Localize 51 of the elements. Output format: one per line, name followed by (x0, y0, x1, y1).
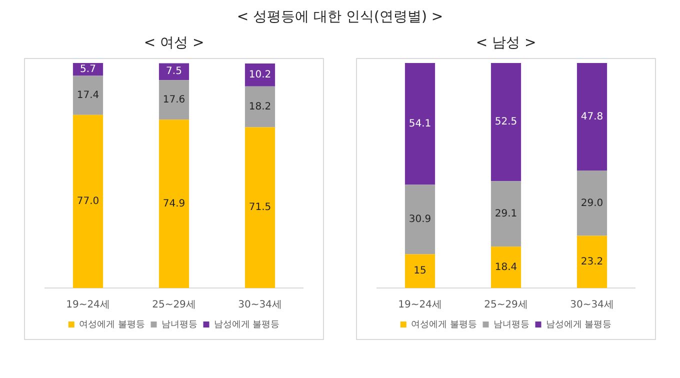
data-label: 17.6 (162, 94, 186, 106)
data-label: 71.5 (248, 202, 272, 214)
data-label: 5.7 (80, 64, 96, 75)
bar (158, 63, 190, 80)
bar (404, 254, 436, 288)
x-tick-label: 30~34세 (570, 300, 614, 311)
bar (244, 63, 276, 86)
bar (72, 114, 104, 288)
data-label: 30.9 (408, 214, 432, 226)
legend-label: 여성에게 불평등 (410, 320, 477, 330)
bar (244, 127, 276, 288)
data-label: 18.2 (248, 101, 272, 112)
data-label: 77.0 (76, 196, 100, 208)
data-label: 15 (414, 266, 426, 277)
text: < 성평등에 대한 인식(연령별) > (236, 8, 444, 26)
x-tick-label: 25~29세 (484, 300, 528, 311)
data-label: 29.1 (494, 208, 518, 220)
x-tick-label: 30~34세 (238, 300, 282, 311)
chart-title: < 여성 > (142, 34, 206, 52)
bar (244, 86, 276, 128)
bar (72, 63, 104, 76)
data-label: 74.9 (162, 198, 186, 210)
legend-label: 남녀평등 (493, 320, 530, 330)
data-label: 23.2 (580, 256, 604, 268)
bar (404, 184, 436, 254)
data-label: 17.4 (76, 90, 100, 101)
bar (490, 181, 522, 247)
bar (490, 63, 522, 182)
data-label: 29.0 (580, 198, 604, 209)
x-tick-label: 19~24세 (66, 300, 110, 311)
data-label: 52.5 (494, 116, 518, 128)
data-label: 7.5 (166, 66, 182, 78)
data-label: 54.1 (408, 118, 432, 130)
data-label: 10.2 (248, 70, 272, 81)
bar (72, 76, 104, 115)
bar (576, 63, 608, 171)
x-tick-label: 25~29세 (152, 300, 196, 311)
legend-label: 남녀평등 (161, 320, 198, 330)
bar (404, 63, 436, 185)
bar (158, 120, 190, 288)
bar (158, 80, 190, 120)
bar (576, 170, 608, 236)
bar (490, 246, 522, 288)
x-tick-label: 19~24세 (398, 300, 442, 311)
legend-label: 남성에게 불평등 (214, 320, 280, 330)
chart-title: < 남성 > (474, 34, 538, 52)
legend-label: 남성에게 불평등 (546, 320, 612, 330)
data-label: 18.4 (494, 262, 518, 273)
data-label: 47.8 (580, 111, 604, 122)
bar (576, 236, 608, 288)
legend-label: 여성에게 불평등 (78, 320, 145, 330)
